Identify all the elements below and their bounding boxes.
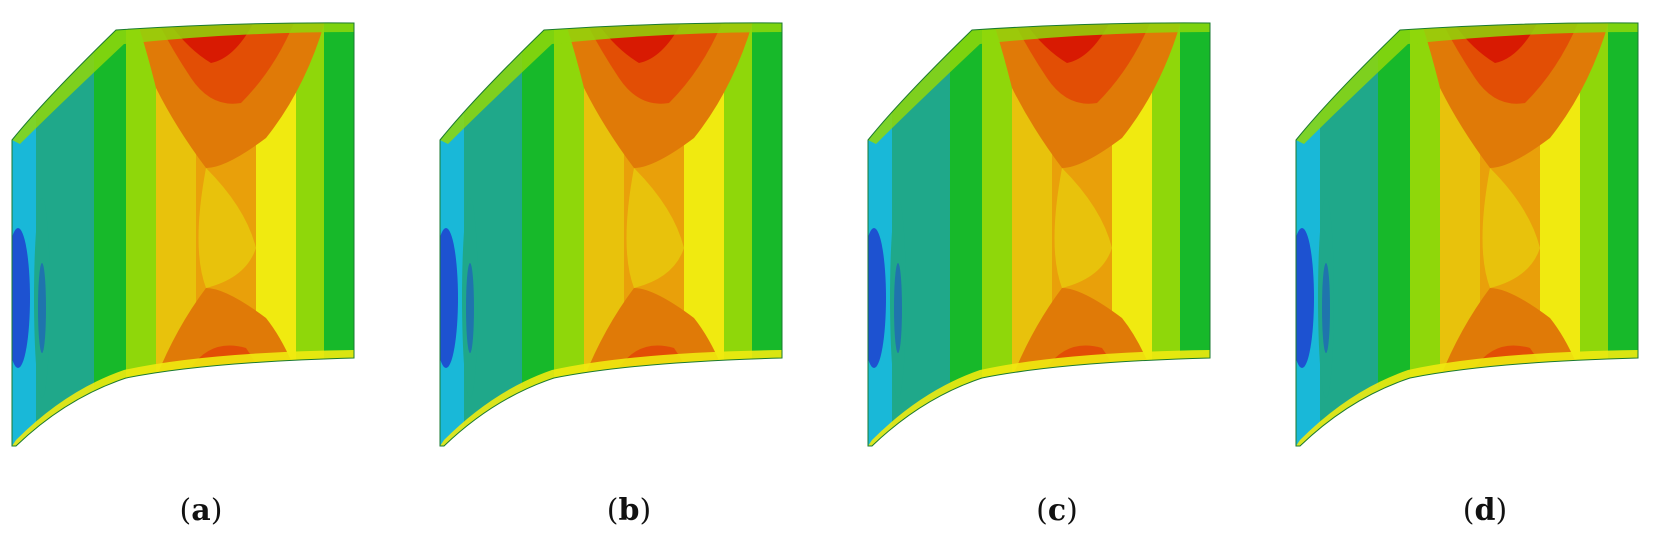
caption-d: (d) [1462, 493, 1508, 528]
panel-d: (d) [1290, 18, 1670, 538]
caption-c: (c) [1036, 493, 1078, 528]
panel-label-b: b [618, 493, 640, 528]
panel-label-c: c [1047, 493, 1067, 528]
panel-label-a: a [191, 493, 211, 528]
caption-a: (a) [179, 493, 223, 528]
panel-label-d: d [1474, 493, 1496, 528]
blade-contour-a [11, 22, 355, 447]
panel-b: (b) [434, 18, 824, 538]
caption-b: (b) [606, 493, 652, 528]
blade-contour-d [1295, 22, 1639, 447]
blade-contour-b [439, 22, 783, 447]
blade-contour-c [867, 22, 1211, 447]
panel-a: (a) [6, 18, 396, 538]
panel-c: (c) [862, 18, 1252, 538]
